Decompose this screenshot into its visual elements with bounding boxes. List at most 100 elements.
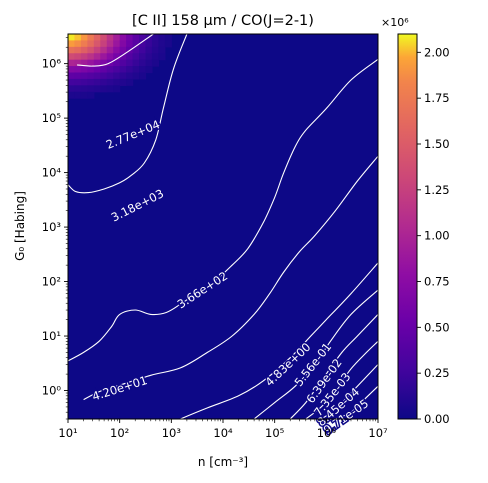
- y-tick-label: 10²: [42, 275, 61, 289]
- heatmap-cell: [139, 66, 147, 74]
- heatmap-cell: [151, 46, 160, 54]
- heatmap-cell: [119, 40, 127, 48]
- heatmap-cell: [93, 72, 101, 80]
- heatmap-cell: [119, 34, 127, 42]
- heatmap-cell: [87, 46, 95, 54]
- heatmap-cell: [68, 66, 76, 74]
- heatmap-cell: [74, 85, 82, 93]
- x-tick-label: 10⁵: [265, 426, 285, 440]
- heatmap-cell: [80, 85, 88, 93]
- heatmap-cell: [87, 85, 95, 93]
- colorbar-tick-label: 2.00: [424, 45, 450, 59]
- heatmap-cell: [158, 34, 166, 42]
- heatmap-cell: [119, 72, 127, 80]
- heatmap-cell: [93, 59, 101, 67]
- heatmap-cell: [80, 59, 88, 67]
- heatmap-cell: [132, 72, 140, 80]
- heatmap-cell: [132, 34, 140, 42]
- heatmap-cell: [113, 59, 121, 67]
- heatmap-cell: [87, 34, 95, 42]
- heatmap-cell: [74, 34, 82, 42]
- heatmap-cell: [145, 66, 153, 74]
- x-tick-label: 10⁴: [213, 426, 233, 440]
- heatmap-cell: [139, 34, 147, 42]
- heatmap-cell: [74, 59, 82, 67]
- heatmap-cell: [158, 53, 166, 61]
- colorbar-tick-label: 0.00: [424, 412, 450, 426]
- heatmap-cell: [106, 53, 114, 61]
- heatmap-cell: [74, 40, 82, 48]
- y-axis: 10⁰ 10¹ 10² 10³ 10⁴ 10⁵ 10⁶: [42, 37, 68, 420]
- heatmap-cell: [100, 85, 108, 93]
- chart-title: [C II] 158 μm / CO(J=2-1): [132, 13, 314, 29]
- heatmap-cell: [106, 40, 114, 48]
- heatmap-cell: [106, 66, 114, 74]
- heatmap-cell: [80, 78, 88, 86]
- heatmap-cell: [106, 78, 114, 86]
- heatmap-cell: [74, 46, 82, 54]
- heatmap-cell: [80, 40, 88, 48]
- heatmap-cell: [100, 53, 108, 61]
- heatmap-cell: [80, 53, 88, 61]
- heatmap-cell: [100, 59, 108, 67]
- heatmap-cell: [119, 59, 127, 67]
- heatmap-cell: [126, 66, 134, 74]
- heatmap-cell: [74, 72, 82, 80]
- heatmap-cell: [132, 53, 140, 61]
- contour-line: [68, 34, 188, 194]
- heatmap-cell: [151, 59, 160, 67]
- contour-line: [77, 34, 154, 67]
- heatmap-cell: [126, 53, 134, 61]
- heatmap-cell: [87, 53, 95, 61]
- x-axis-label: n [cm⁻³]: [198, 455, 248, 469]
- heatmap-cell: [68, 53, 76, 61]
- heatmap-cell: [113, 40, 121, 48]
- heatmap-cell: [68, 85, 76, 93]
- heatmap-background: [68, 34, 378, 419]
- y-tick-label: 10³: [42, 220, 62, 234]
- heatmap-cell: [87, 72, 95, 80]
- x-tick-label: 10⁷: [368, 426, 388, 440]
- heatmap-cell: [93, 85, 101, 93]
- heatmap-cell: [119, 66, 127, 74]
- heatmap-cell: [87, 66, 95, 74]
- heatmap-cell: [113, 72, 121, 80]
- heatmap-cell: [139, 46, 147, 54]
- colorbar-tick-label: 0.75: [424, 275, 450, 289]
- heatmap-cell: [151, 40, 160, 48]
- heatmap-cell: [106, 46, 114, 54]
- heatmap-cell: [132, 46, 140, 54]
- y-tick-label: 10⁴: [42, 166, 62, 180]
- heatmap-cell: [100, 46, 108, 54]
- heatmap-cell: [93, 78, 101, 86]
- heatmap-cell: [113, 34, 121, 42]
- heatmap-cell: [68, 72, 76, 80]
- heatmap-cell: [100, 40, 108, 48]
- y-tick-label: 10⁰: [42, 384, 62, 398]
- colorbar: 0.00 0.25 0.50 0.75 1.00 1.25 1.50 1.75 2.00 ×10…: [381, 16, 450, 426]
- heatmap-cell: [119, 78, 127, 86]
- heatmap-cell: [145, 40, 153, 48]
- heatmap-cell: [158, 40, 166, 48]
- heatmap-cell: [68, 46, 76, 54]
- colorbar-tick-label: 0.25: [424, 366, 450, 380]
- heatmap-plot-area: 2.77e+043.18e+033.66e+024.20e+01 4.83e+00…: [67, 33, 379, 439]
- heatmap-cell: [113, 53, 121, 61]
- y-tick-label: 10¹: [42, 329, 61, 343]
- heatmap-cell: [139, 72, 147, 80]
- heatmap-cell: [132, 66, 140, 74]
- heatmap-cell: [93, 46, 101, 54]
- colorbar-tick-label: 1.75: [424, 91, 450, 105]
- colorbar-gradient: [397, 33, 418, 420]
- colorbar-tick-label: 1.00: [424, 229, 450, 243]
- x-tick-label: 10³: [162, 426, 182, 440]
- y-axis-label: G₀ [Habing]: [13, 191, 27, 261]
- heatmap-cell: [113, 66, 121, 74]
- heatmap-cell: [126, 40, 134, 48]
- heatmap-cell: [132, 59, 140, 67]
- heatmap-cell: [139, 40, 147, 48]
- heatmap-cell: [164, 34, 172, 42]
- heatmap-cell: [119, 46, 127, 54]
- contour-line: [253, 289, 378, 419]
